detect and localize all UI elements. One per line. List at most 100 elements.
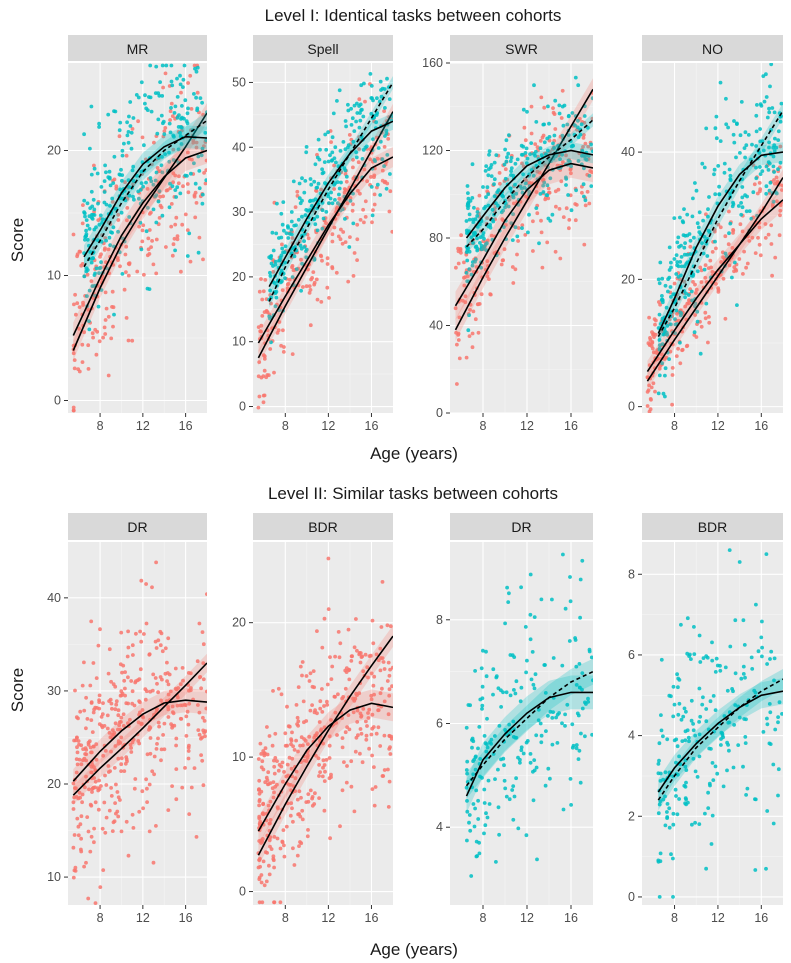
data-point xyxy=(524,146,529,151)
data-point xyxy=(669,295,673,299)
data-point xyxy=(388,624,393,629)
confidence-ribbon xyxy=(73,688,207,794)
data-point xyxy=(111,820,116,825)
data-point xyxy=(306,742,310,746)
data-point xyxy=(767,110,772,115)
data-point xyxy=(88,849,93,854)
data-point xyxy=(718,80,723,85)
data-point xyxy=(330,135,335,140)
data-point xyxy=(731,202,736,207)
data-point xyxy=(302,245,307,249)
data-point xyxy=(116,258,120,262)
data-point xyxy=(683,764,688,769)
data-point xyxy=(106,112,111,117)
data-point xyxy=(713,670,718,674)
data-point xyxy=(717,184,721,189)
data-point xyxy=(723,316,728,321)
data-point xyxy=(124,755,129,759)
data-point xyxy=(88,250,93,254)
data-point xyxy=(466,191,470,196)
data-point xyxy=(131,116,136,120)
data-point xyxy=(119,167,123,172)
data-point xyxy=(197,621,202,626)
data-point xyxy=(280,222,285,227)
data-point xyxy=(173,248,178,253)
data-point xyxy=(521,172,525,177)
data-point xyxy=(651,381,656,386)
data-point xyxy=(538,139,543,143)
data-point xyxy=(649,344,654,348)
confidence-ribbon xyxy=(73,653,207,805)
data-point xyxy=(550,742,555,747)
data-point xyxy=(657,373,662,378)
data-point xyxy=(768,657,772,661)
data-point xyxy=(262,357,267,361)
data-point xyxy=(286,236,291,240)
data-point xyxy=(144,582,149,586)
data-point xyxy=(120,173,125,178)
data-point xyxy=(776,129,781,134)
data-point xyxy=(475,214,480,218)
data-point xyxy=(113,744,118,748)
data-point xyxy=(678,260,683,264)
data-point xyxy=(583,203,588,208)
data-point xyxy=(185,182,190,186)
data-point xyxy=(761,148,766,153)
data-point xyxy=(372,202,377,207)
data-point xyxy=(326,194,331,199)
data-point xyxy=(120,670,124,675)
data-point xyxy=(696,225,701,230)
data-point xyxy=(512,655,517,659)
data-point xyxy=(318,770,322,774)
data-point xyxy=(519,585,523,590)
data-point xyxy=(355,258,359,262)
data-point xyxy=(86,367,91,371)
data-point xyxy=(326,159,331,164)
data-point xyxy=(96,201,100,206)
data-point xyxy=(94,742,99,747)
data-point xyxy=(712,229,717,234)
data-point xyxy=(375,111,380,115)
data-point xyxy=(198,96,203,100)
data-point xyxy=(144,621,149,626)
data-point xyxy=(276,768,281,773)
data-point xyxy=(695,309,700,314)
data-point xyxy=(716,222,721,227)
data-point xyxy=(732,723,736,727)
data-point xyxy=(535,857,539,862)
data-point xyxy=(343,119,348,123)
data-point xyxy=(513,691,518,696)
data-point xyxy=(283,260,287,265)
data-point xyxy=(660,294,664,298)
data-point xyxy=(358,727,363,731)
data-point xyxy=(319,254,324,259)
data-point xyxy=(162,721,167,726)
data-point xyxy=(550,597,554,602)
data-point xyxy=(163,71,168,76)
data-point xyxy=(267,872,272,877)
data-point xyxy=(742,643,747,647)
data-point xyxy=(89,834,94,839)
data-point xyxy=(386,767,390,772)
data-point xyxy=(154,237,159,242)
data-point xyxy=(83,235,88,239)
data-point xyxy=(91,744,96,749)
data-point xyxy=(360,760,365,765)
data-point xyxy=(357,147,361,151)
facet-strip xyxy=(253,35,393,61)
data-point xyxy=(275,201,279,206)
data-point xyxy=(306,792,311,796)
data-point xyxy=(767,188,772,193)
data-point xyxy=(653,389,657,394)
data-point xyxy=(121,663,126,668)
data-point xyxy=(507,722,512,727)
data-point xyxy=(681,714,686,719)
data-point xyxy=(137,809,142,814)
data-point xyxy=(310,684,315,689)
data-point xyxy=(676,676,681,681)
data-point xyxy=(77,326,81,331)
data-point xyxy=(279,343,283,348)
data-point xyxy=(507,197,511,202)
data-point xyxy=(742,249,746,254)
